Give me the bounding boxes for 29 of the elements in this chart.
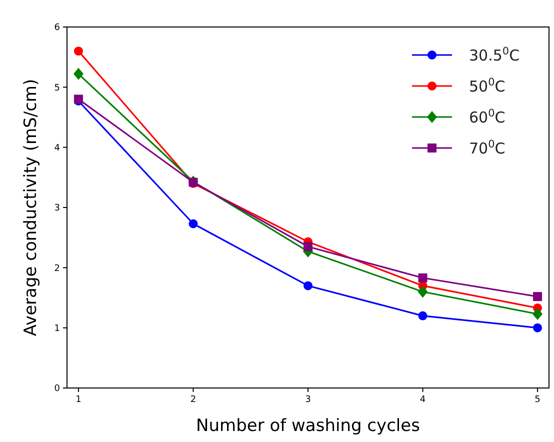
legend-label: 70$^{0}$C: [469, 138, 506, 158]
point: [304, 242, 312, 252]
y-tick-label: 1: [54, 324, 60, 334]
point: [188, 219, 198, 228]
x-tick-label: 2: [190, 395, 196, 405]
y-tick-label: 5: [54, 83, 60, 94]
point: [74, 46, 83, 56]
y-axis-title: Average conductivity (mS/cm): [21, 78, 41, 336]
y-tick-label: 6: [54, 23, 60, 34]
y-tick-label: 2: [54, 264, 60, 274]
x-tick-label: 5: [534, 395, 540, 405]
point: [73, 68, 84, 80]
point: [418, 286, 428, 298]
point: [533, 323, 542, 332]
legend-label: 30.5$^{0}$C: [469, 45, 520, 64]
x-tick-label: 3: [305, 395, 311, 405]
point: [418, 311, 428, 320]
y-tick-label: 4: [54, 143, 60, 154]
y-tick-label: 0: [54, 384, 60, 394]
point: [532, 308, 543, 320]
x-axis-title: Number of washing cycles: [196, 416, 420, 436]
legend-label: 50$^{0}$C: [469, 76, 506, 96]
y-tick-label: 3: [54, 204, 60, 214]
x-tick-label: 4: [420, 395, 426, 405]
point: [533, 292, 542, 302]
point: [304, 281, 312, 290]
x-tick-label: 1: [76, 395, 82, 405]
point: [418, 273, 428, 282]
legend-label: 60$^{0}$C: [469, 107, 506, 126]
